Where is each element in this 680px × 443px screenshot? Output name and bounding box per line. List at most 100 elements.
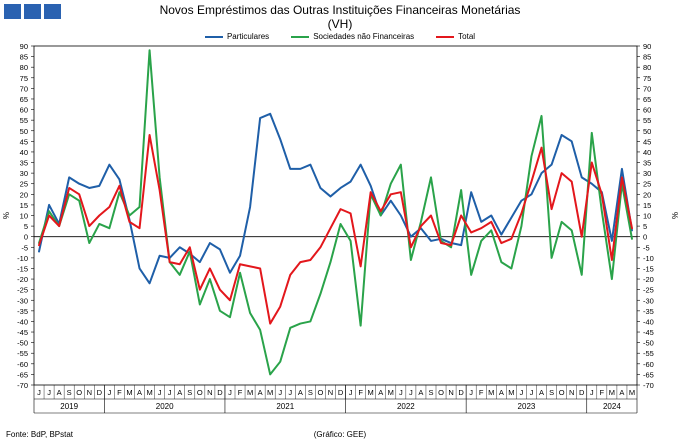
- y-tick-label-left: 35: [20, 159, 28, 168]
- x-tick-label: F: [358, 388, 363, 397]
- x-tick-label: M: [267, 388, 273, 397]
- x-tick-label: J: [278, 388, 282, 397]
- legend-item-total: Total: [436, 31, 475, 43]
- x-tick-label: A: [57, 388, 62, 397]
- x-tick-label: D: [217, 388, 223, 397]
- x-tick-label: F: [238, 388, 243, 397]
- x-tick-label: D: [458, 388, 464, 397]
- y-tick-label-left: 15: [20, 201, 28, 210]
- x-tick-label: A: [177, 388, 182, 397]
- y-tick-label-left: 90: [20, 42, 28, 51]
- y-tick-label-left: -20: [17, 275, 28, 284]
- y-tick-label-right: 50: [643, 127, 651, 136]
- x-tick-label: S: [549, 388, 554, 397]
- x-tick-label: D: [338, 388, 344, 397]
- y-tick-label-right: -5: [643, 243, 650, 252]
- y-tick-label-left: 30: [20, 169, 28, 178]
- y-tick-label-right: 25: [643, 180, 651, 189]
- y-tick-label-right: -55: [643, 349, 654, 358]
- y-tick-label-left: 20: [20, 190, 28, 199]
- x-tick-label: D: [579, 388, 585, 397]
- x-tick-label: J: [108, 388, 112, 397]
- y-tick-label-left: -10: [17, 254, 28, 263]
- y-tick-label-left: 5: [24, 222, 28, 231]
- x-tick-label: M: [609, 388, 615, 397]
- x-tick-label: J: [469, 388, 473, 397]
- x-tick-label: J: [590, 388, 594, 397]
- y-tick-label-left: -50: [17, 339, 28, 348]
- y-tick-label-right: 20: [643, 190, 651, 199]
- y-tick-label-right: 85: [643, 53, 651, 62]
- y-tick-label-right: -20: [643, 275, 654, 284]
- x-tick-label: A: [499, 388, 504, 397]
- x-tick-label: A: [539, 388, 544, 397]
- x-tick-label: M: [488, 388, 494, 397]
- x-tick-label: M: [629, 388, 635, 397]
- y-axis-label-left: %: [2, 212, 11, 219]
- logo-square: [44, 4, 61, 19]
- y-tick-label-left: -65: [17, 370, 28, 379]
- y-tick-label-right: -70: [643, 381, 654, 390]
- y-tick-label-right: 35: [643, 159, 651, 168]
- logo: [4, 4, 61, 19]
- x-tick-label: J: [520, 388, 524, 397]
- y-tick-label-left: 65: [20, 95, 28, 104]
- y-tick-label-right: 10: [643, 212, 651, 221]
- y-tick-label-right: -35: [643, 307, 654, 316]
- y-tick-label-right: -10: [643, 254, 654, 263]
- logo-square: [24, 4, 41, 19]
- series-line-particulares: [38, 112, 633, 285]
- y-tick-label-left: 0: [24, 233, 28, 242]
- legend-label: Particulares: [226, 32, 270, 41]
- x-tick-label: S: [67, 388, 72, 397]
- x-tick-label: F: [600, 388, 605, 397]
- y-tick-label-right: -50: [643, 339, 654, 348]
- legend-swatch: [204, 36, 223, 38]
- y-tick-label-right: 90: [643, 42, 651, 51]
- legend-swatch: [436, 36, 455, 38]
- y-axis-label-right: %: [670, 212, 679, 219]
- x-tick-label: J: [349, 388, 353, 397]
- y-tick-label-right: 5: [643, 222, 647, 231]
- x-tick-label: J: [37, 388, 41, 397]
- x-tick-label: A: [418, 388, 423, 397]
- x-tick-label: A: [137, 388, 142, 397]
- y-tick-label-left: -55: [17, 349, 28, 358]
- x-tick-label: M: [508, 388, 514, 397]
- year-label: 2021: [276, 402, 294, 411]
- y-tick-label-left: 60: [20, 106, 28, 115]
- y-tick-label-left: 40: [20, 148, 28, 157]
- source-note: Fonte: BdP, BPstat: [6, 430, 74, 439]
- chart-credit: (Gráfico: GEE): [313, 430, 367, 439]
- x-tick-label: N: [87, 388, 92, 397]
- x-tick-label: J: [530, 388, 534, 397]
- y-tick-label-right: -60: [643, 360, 654, 369]
- y-tick-label-right: 0: [643, 233, 647, 242]
- y-tick-label-left: 45: [20, 137, 28, 146]
- y-tick-label-left: -70: [17, 381, 28, 390]
- x-tick-label: N: [569, 388, 574, 397]
- chart-title: Novos Empréstimos das Outras Instituiçõe…: [159, 3, 521, 17]
- x-tick-label: M: [247, 388, 253, 397]
- logo-square: [4, 4, 21, 19]
- y-tick-label-left: -15: [17, 264, 28, 273]
- x-tick-label: D: [97, 388, 103, 397]
- x-tick-label: J: [168, 388, 172, 397]
- x-tick-label: N: [448, 388, 453, 397]
- x-tick-label: S: [187, 388, 192, 397]
- y-tick-label-right: -40: [643, 317, 654, 326]
- y-tick-label-left: -60: [17, 360, 28, 369]
- chart-subtitle: (VH): [327, 17, 353, 31]
- y-tick-label-left: -45: [17, 328, 28, 337]
- y-tick-label-left: -30: [17, 296, 28, 305]
- x-tick-label: M: [146, 388, 152, 397]
- x-tick-label: A: [378, 388, 383, 397]
- year-label: 2023: [518, 402, 536, 411]
- y-tick-label-right: -25: [643, 286, 654, 295]
- y-tick-label-right: 80: [643, 63, 651, 72]
- y-tick-label-left: -5: [21, 243, 28, 252]
- x-tick-label: F: [479, 388, 484, 397]
- x-tick-label: O: [559, 388, 565, 397]
- year-label: 2019: [60, 402, 78, 411]
- y-tick-label-right: 55: [643, 116, 651, 125]
